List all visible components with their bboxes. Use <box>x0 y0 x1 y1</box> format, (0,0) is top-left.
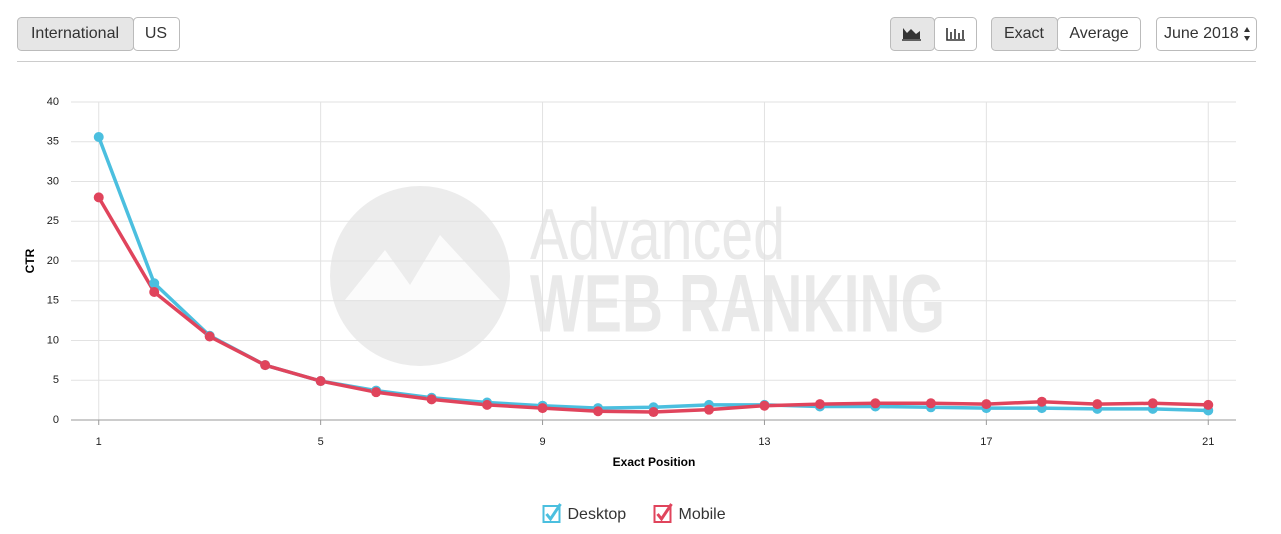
data-point <box>1092 399 1103 410</box>
area-icon <box>903 28 920 39</box>
select-value[interactable]: June 2018 <box>1164 25 1239 42</box>
y-tick-label: 35 <box>47 136 59 148</box>
data-point <box>149 278 160 289</box>
x-tick-label: 17 <box>980 436 992 448</box>
legend-label[interactable]: Desktop <box>568 506 627 523</box>
select[interactable] <box>1156 17 1257 51</box>
button[interactable] <box>1057 17 1141 51</box>
data-point <box>759 400 770 411</box>
y-axis-title: CTR <box>23 248 37 273</box>
x-tick-label: 9 <box>539 436 545 448</box>
x-tick-label: 1 <box>96 436 102 448</box>
data-point <box>149 287 160 298</box>
y-tick-label: 15 <box>47 295 59 307</box>
legend-check[interactable] <box>656 503 673 522</box>
data-point <box>1036 396 1047 407</box>
x-axis-title: Exact Position <box>613 455 696 469</box>
y-tick-label: 40 <box>47 96 59 108</box>
legend-check[interactable] <box>545 503 562 522</box>
legend-item[interactable]: Mobile <box>653 503 726 523</box>
data-point <box>93 192 104 203</box>
button[interactable] <box>133 17 180 51</box>
data-point <box>648 407 659 418</box>
data-point <box>1147 398 1158 409</box>
y-tick-label: 10 <box>47 334 59 346</box>
x-tick-label: 21 <box>1202 436 1214 448</box>
data-point <box>93 131 104 142</box>
region-toggle: International US <box>17 17 180 51</box>
select-arrows <box>1244 27 1250 41</box>
watermark-text: WEB RANKING <box>530 259 945 350</box>
watermark-text: Advanced <box>530 195 785 275</box>
x-tick-label: 5 <box>318 436 324 448</box>
button-label[interactable]: US <box>145 25 167 42</box>
data-point <box>315 376 326 387</box>
data-point <box>482 399 493 410</box>
watermark-logo <box>330 186 510 366</box>
chart-type-toggle <box>890 17 977 51</box>
data-point <box>260 360 271 371</box>
legend-item[interactable]: Desktop <box>542 503 627 523</box>
y-tick-label: 5 <box>53 374 59 386</box>
data-point <box>593 406 604 417</box>
data-point <box>371 387 382 398</box>
x-tick-label: 13 <box>758 436 770 448</box>
y-tick-label: 0 <box>53 414 59 426</box>
button-label[interactable]: Average <box>1069 25 1128 42</box>
mode-toggle: Exact Average <box>991 17 1141 51</box>
data-point <box>1203 399 1214 410</box>
data-point <box>703 404 714 415</box>
month-select: June 2018 <box>1156 17 1257 51</box>
data-point <box>814 399 825 410</box>
data-point <box>426 394 437 405</box>
data-point <box>981 399 992 410</box>
button-label[interactable]: International <box>31 25 119 42</box>
bar-icon <box>946 28 965 41</box>
data-point <box>925 398 936 409</box>
button-label[interactable]: Exact <box>1004 25 1045 42</box>
y-tick-label: 30 <box>47 175 59 187</box>
data-point <box>537 403 548 414</box>
data-point <box>870 398 881 409</box>
legend-label[interactable]: Mobile <box>679 506 726 523</box>
y-tick-label: 20 <box>47 255 59 267</box>
data-point <box>204 331 215 342</box>
y-tick-label: 25 <box>47 215 59 227</box>
